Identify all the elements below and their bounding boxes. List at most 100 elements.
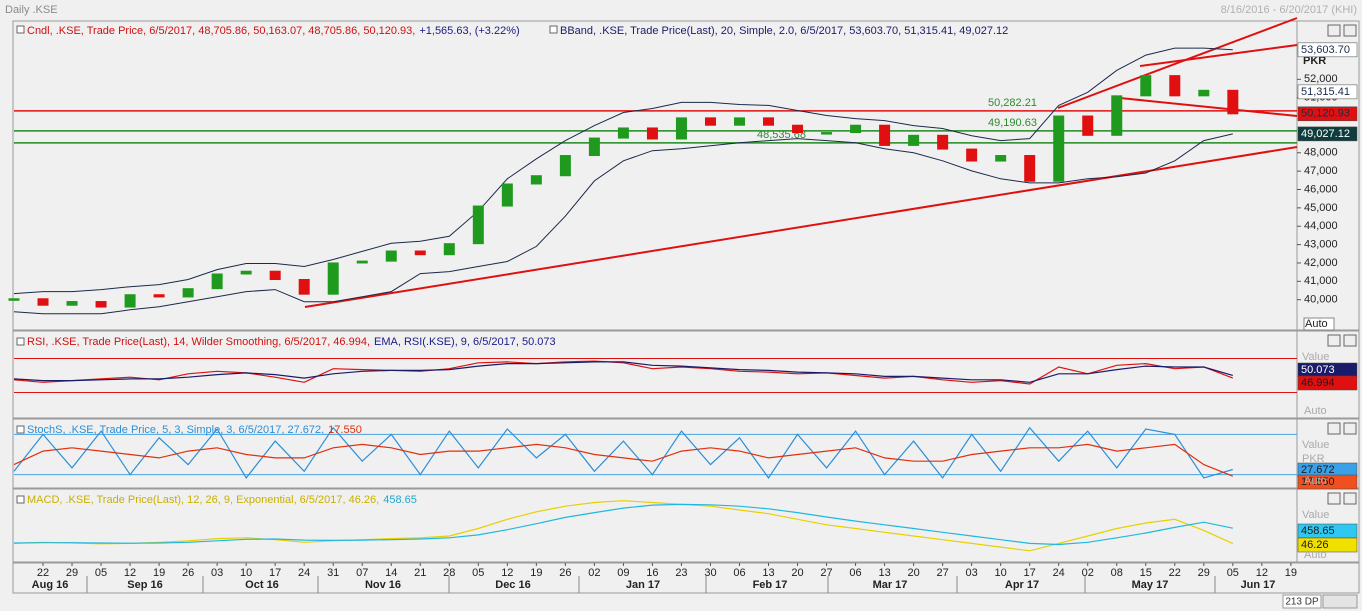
candle — [182, 288, 194, 298]
x-tick-label: 09 — [617, 567, 629, 579]
candle — [8, 298, 20, 301]
candle — [530, 175, 542, 185]
candle — [908, 134, 920, 146]
x-tick-label: 29 — [1198, 567, 1210, 579]
x-tick-label: 13 — [762, 567, 774, 579]
maximize-button[interactable] — [1327, 492, 1341, 505]
unit-label: PKR — [1302, 453, 1325, 465]
maximize-button[interactable] — [1327, 422, 1341, 435]
auto-button[interactable] — [1303, 317, 1335, 331]
value-title: Value — [1302, 351, 1329, 363]
close-button[interactable] — [1343, 24, 1357, 37]
stoch-panel — [12, 418, 1360, 489]
x-tick-label: 02 — [588, 567, 600, 579]
x-tick-label: 05 — [95, 567, 107, 579]
candle — [850, 124, 862, 134]
candle — [617, 127, 629, 139]
indicator-line — [13, 443, 1234, 477]
candle — [734, 117, 745, 126]
value-marker-label: 458.65 — [1301, 525, 1335, 537]
x-tick-label: 19 — [1285, 567, 1297, 579]
x-tick-label: 28 — [443, 567, 455, 579]
legend-text: MACD, .KSE, Trade Price(Last), 12, 26, 9… — [27, 494, 379, 506]
legend-icon — [16, 425, 25, 434]
channel-upper — [1057, 17, 1298, 109]
x-tick-label: 22 — [1169, 567, 1181, 579]
month-label: Mar 17 — [873, 579, 908, 591]
x-tick-label: 05 — [1227, 567, 1239, 579]
channel-top — [1139, 44, 1298, 67]
x-tick-label: 27 — [936, 567, 948, 579]
date-axis — [12, 562, 1360, 594]
x-tick-label: 13 — [878, 567, 890, 579]
x-tick-label: 03 — [211, 567, 223, 579]
candle — [240, 270, 252, 275]
candle — [763, 117, 775, 126]
window-title: Daily .KSE — [5, 4, 58, 16]
x-tick-label: 10 — [995, 567, 1007, 579]
y-tick-label: 48,000 — [1304, 147, 1338, 159]
y-tick-label: 44,000 — [1304, 220, 1338, 232]
candle — [966, 148, 978, 162]
close-button[interactable] — [1343, 492, 1357, 505]
channel-lower — [1119, 97, 1298, 117]
y-tick-label: 41,000 — [1304, 275, 1338, 287]
x-tick-label: 16 — [646, 567, 658, 579]
maximize-button[interactable] — [1327, 24, 1341, 37]
month-label: May 17 — [1132, 579, 1169, 591]
candle — [937, 134, 949, 150]
x-tick-label: 17 — [269, 567, 281, 579]
close-button[interactable] — [1343, 334, 1357, 347]
candle — [37, 298, 49, 306]
auto-label: Auto — [1304, 549, 1327, 561]
panel-buttons — [1327, 24, 1357, 505]
legend: MACD, .KSE, Trade Price(Last), 12, 26, 9… — [27, 494, 417, 506]
value-marker-label: 51,315.41 — [1301, 86, 1350, 98]
legend-text: 458.65 — [383, 494, 417, 506]
y-tick-label: 52,000 — [1304, 73, 1338, 85]
legend-text: RSI, .KSE, Trade Price(Last), 14, Wilder… — [27, 336, 370, 348]
candle — [559, 155, 571, 177]
rsi-panel — [12, 330, 1360, 419]
candle — [995, 155, 1007, 162]
value-marker-label: 49,027.12 — [1301, 128, 1350, 140]
candle — [879, 124, 891, 146]
x-tick-label: 03 — [966, 567, 978, 579]
candle — [95, 301, 107, 308]
x-tick-label: 26 — [182, 567, 194, 579]
unit-label: PKR — [1303, 55, 1326, 67]
x-tick-label: 05 — [472, 567, 484, 579]
legend-text: StochS, .KSE, Trade Price, 5, 3, Simple,… — [27, 424, 324, 436]
candle — [792, 124, 804, 134]
candle — [443, 243, 455, 256]
value-marker-label: 50.073 — [1301, 364, 1335, 376]
value-marker — [1297, 474, 1358, 490]
candle — [385, 250, 397, 262]
x-tick-label: 19 — [153, 567, 165, 579]
legend: RSI, .KSE, Trade Price(Last), 14, Wilder… — [27, 336, 556, 348]
x-tick-label: 20 — [907, 567, 919, 579]
indicator-line — [13, 503, 1233, 546]
value-marker — [1297, 375, 1358, 391]
maximize-button[interactable] — [1327, 334, 1341, 347]
legend-icon — [549, 25, 558, 34]
x-tick-label: 22 — [37, 567, 49, 579]
y-tick-label: 43,000 — [1304, 239, 1338, 251]
x-tick-label: 02 — [1082, 567, 1094, 579]
legend-icon — [16, 337, 25, 346]
scrollbar[interactable] — [1322, 594, 1358, 609]
candle — [646, 127, 658, 140]
month-label: Nov 16 — [365, 579, 401, 591]
value-title: Value — [1302, 439, 1329, 451]
value-marker — [1297, 106, 1358, 122]
x-tick-label: 30 — [704, 567, 716, 579]
y-tick-label: 47,000 — [1304, 165, 1338, 177]
close-button[interactable] — [1343, 422, 1357, 435]
legend-text: EMA, RSI(.KSE), 9, 6/5/2017, 50.073 — [374, 336, 556, 348]
x-tick-label: 29 — [66, 567, 78, 579]
candle — [356, 260, 368, 264]
legend: StochS, .KSE, Trade Price, 5, 3, Simple,… — [27, 424, 362, 436]
zoom-box[interactable] — [1282, 594, 1322, 609]
value-title: Value — [1302, 509, 1329, 521]
